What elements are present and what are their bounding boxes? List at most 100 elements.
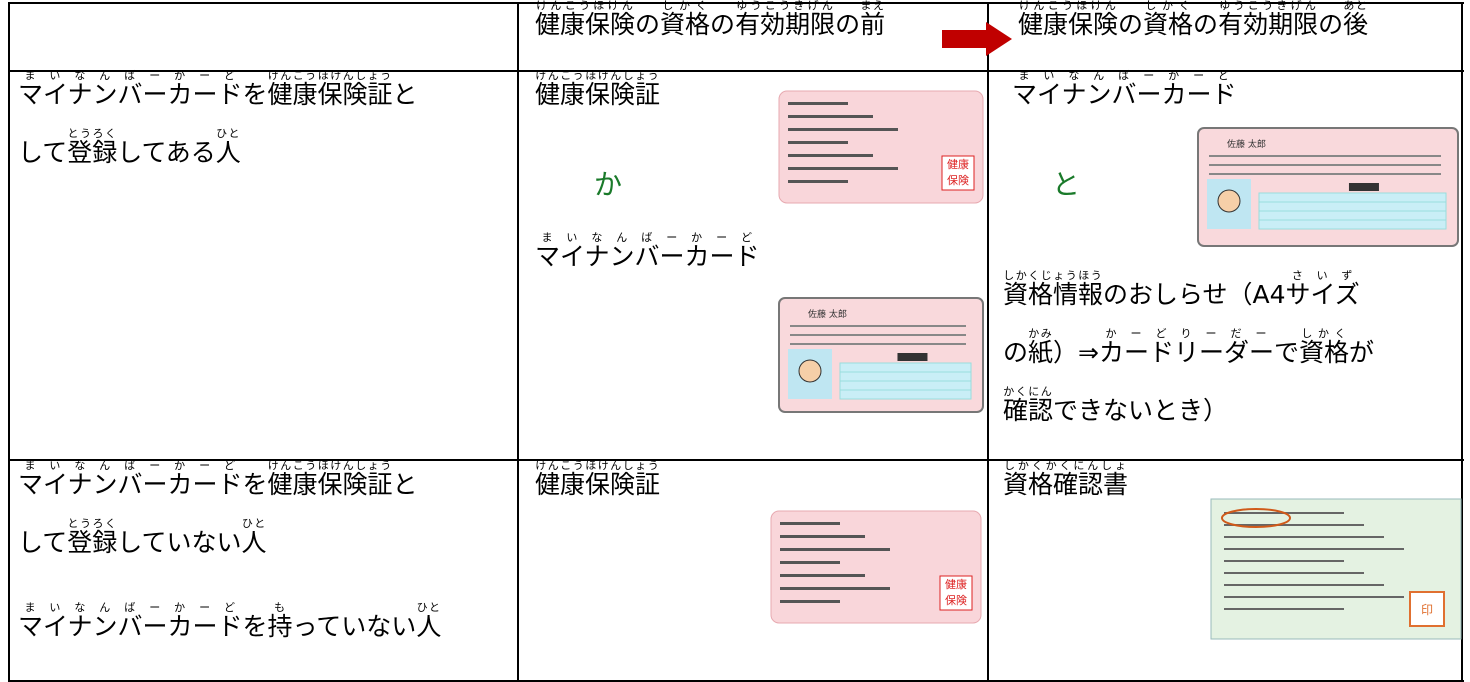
text-line: 健康保険けんこうほけんの資格しかくの有効期限ゆうこうきげんの後あと: [1018, 0, 1368, 54]
card-line: [788, 102, 848, 105]
mask: [1348, 183, 1379, 191]
ruby-text: 有効期限ゆうこうきげん: [735, 0, 835, 39]
arrow: [942, 22, 1012, 56]
base-text: の: [835, 10, 861, 39]
base-text: 健康保険証: [535, 470, 661, 499]
base-text: していない: [117, 528, 242, 557]
base-text: カードリーダー: [1098, 338, 1274, 367]
ruby-text: 後あと: [1343, 0, 1369, 39]
field: [839, 371, 972, 382]
cert-line: [1224, 596, 1404, 598]
furigana: とうろく: [67, 517, 118, 530]
ruby-text: 健康保険証けんこうほけんしょう: [268, 69, 393, 109]
base-text: 資格: [1299, 338, 1350, 367]
text-line: して登録とうろくしていない人ひと: [18, 514, 418, 572]
condition: マイナンバーカードまいなんばーかーどを健康保険証けんこうほけんしょうと して登録と…: [18, 456, 418, 572]
base-text: マイナンバーカード: [18, 80, 243, 109]
ruby-text: 資格情報しかくじょうほう: [1003, 269, 1104, 309]
face: [1217, 189, 1241, 213]
card-line: [780, 548, 890, 551]
base-text: の: [710, 10, 736, 39]
text-line: 資格確認書しかくかくにんしょ: [1003, 456, 1128, 514]
furigana: しかく: [1143, 0, 1194, 12]
condition: マイナンバーカードまいなんばーかーどを持もっていない人ひと: [18, 598, 441, 656]
stamp: [941, 155, 975, 191]
base-text: マイナンバーカード: [18, 612, 243, 641]
ruby-text: 登録とうろく: [67, 127, 117, 167]
base-text: 健康保険証: [535, 80, 661, 109]
card-name: 佐藤 太郎: [1227, 138, 1266, 150]
stamp-text: 保険: [945, 593, 967, 607]
cell-text: 資格情報しかくじょうほうのおしらせ（A4サイズさいず の紙かみ）⇒カードリーダーか…: [1003, 266, 1374, 440]
card-line: [788, 167, 898, 170]
card-line: [790, 325, 966, 327]
furigana: も: [267, 601, 293, 614]
card-line: [1209, 164, 1441, 166]
stamp-text: 保険: [947, 173, 969, 187]
base-text: 資格: [1143, 10, 1194, 39]
base-text: で: [1274, 338, 1300, 367]
card-line: [780, 587, 890, 590]
text-line: 資格情報しかくじょうほうのおしらせ（A4サイズさいず: [1003, 266, 1374, 324]
text-line: マイナンバーカードまいなんばーかーどを健康保険証けんこうほけんしょうと: [18, 66, 418, 124]
rule: [8, 459, 1464, 461]
rule: [8, 2, 1464, 4]
cell-text: 資格確認書しかくかくにんしょ: [1003, 456, 1128, 514]
card-line: [788, 115, 873, 118]
card-line: [780, 600, 840, 603]
ruby-text: 有効期限ゆうこうきげん: [1218, 0, 1319, 39]
base-text: 健康保険: [1018, 10, 1119, 39]
ruby-text: カードリーダーかーどりーだー: [1098, 327, 1274, 367]
text-line: マイナンバーカードまいなんばーかーどを持もっていない人ひと: [18, 598, 441, 656]
furigana: けんこうほけんしょう: [267, 459, 393, 472]
seal-text: 印: [1421, 603, 1433, 617]
health-card: 健康保険: [778, 90, 984, 204]
base-text: を: [242, 470, 268, 499]
ruby-text: 健康保険けんこうほけん: [535, 0, 635, 39]
base-text: 人: [416, 612, 442, 641]
base-text: の: [1193, 10, 1219, 39]
furigana: まいなんばーかーど: [18, 459, 243, 472]
field: [1258, 219, 1447, 230]
furigana: しかくかくにんしょ: [1003, 459, 1128, 472]
card-line: [780, 574, 865, 577]
ruby-text: 健康保険けんこうほけん: [1018, 0, 1119, 39]
card-line: [788, 141, 848, 144]
text-line: マイナンバーカードまいなんばーかーど: [535, 228, 760, 286]
base-text: してある: [117, 138, 216, 167]
card-name: 佐藤 太郎: [808, 308, 847, 320]
field: [1258, 192, 1447, 203]
furigana: ゆうこうきげん: [1218, 0, 1319, 12]
base-text: して: [18, 528, 68, 557]
base-text: っていない: [292, 612, 417, 641]
base-text: 確認: [1003, 396, 1054, 425]
card-line: [780, 522, 840, 525]
furigana: あと: [1343, 0, 1369, 12]
base-text: 有効期限: [1218, 10, 1319, 39]
furigana: かみ: [1028, 327, 1054, 340]
ruby-text: 資格しかく: [1299, 327, 1350, 367]
ruby-text: マイナンバーカードまいなんばーかーど: [18, 459, 243, 499]
furigana: しかく: [660, 0, 711, 12]
header-after: 健康保険けんこうほけんの資格しかくの有効期限ゆうこうきげんの後あと: [1018, 0, 1368, 54]
rule: [8, 680, 1464, 682]
condition: マイナンバーカードまいなんばーかーどを健康保険証けんこうほけんしょうと して登録と…: [18, 66, 418, 182]
ruby-text: 人ひと: [242, 517, 267, 557]
connector: か: [594, 168, 623, 201]
cert-line: [1224, 584, 1384, 586]
base-text: 資格情報: [1003, 280, 1104, 309]
ruby-text: 人ひと: [216, 127, 241, 167]
text-line: 健康保険証けんこうほけんしょう: [535, 456, 660, 514]
card-line: [788, 154, 873, 157]
furigana: とうろく: [67, 127, 118, 140]
base-text: 前: [860, 10, 886, 39]
rule: [987, 2, 989, 682]
text-line: 健康保険証けんこうほけんしょう: [535, 66, 660, 124]
cert-line: [1224, 572, 1364, 574]
furigana: しかく: [1299, 327, 1350, 340]
ruby-text: 資格しかく: [1143, 0, 1194, 39]
connector: と: [1052, 168, 1081, 201]
furigana: まいなんばーかーど: [18, 601, 243, 614]
base-text: 後: [1343, 10, 1369, 39]
